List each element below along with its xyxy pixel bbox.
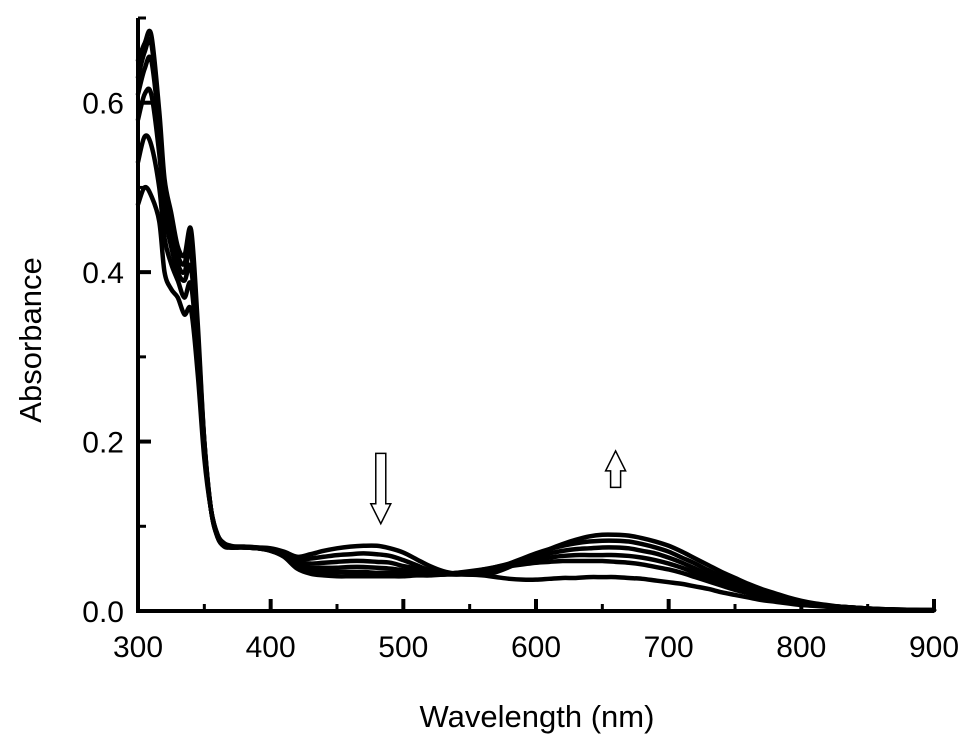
up-arrow-icon bbox=[604, 449, 627, 489]
annotation-layer bbox=[369, 449, 627, 526]
spectrum-line-6 bbox=[135, 28, 937, 613]
ticks-layer: 300 400 500 600 700 800 900 0.0 0.2 0.4 0.6 bbox=[82, 16, 959, 664]
x-tick-label: 900 bbox=[909, 631, 959, 664]
y-tick-label: 0.4 bbox=[82, 257, 124, 290]
down-arrow-icon bbox=[369, 452, 392, 526]
x-axis-title: Wavelength (nm) bbox=[420, 699, 655, 734]
y-tick-label: 0.0 bbox=[82, 596, 124, 629]
x-tick-label: 300 bbox=[113, 631, 163, 664]
x-tick-label: 800 bbox=[776, 631, 826, 664]
x-tick-label: 400 bbox=[246, 631, 296, 664]
spectrum-line-5 bbox=[135, 36, 937, 613]
y-tick-label: 0.6 bbox=[82, 88, 124, 121]
x-tick-label: 700 bbox=[644, 631, 694, 664]
series-layer bbox=[135, 28, 937, 613]
spectrum-line-4 bbox=[135, 54, 937, 613]
x-tick-label: 600 bbox=[511, 631, 561, 664]
y-axis-title: Absorbance bbox=[13, 257, 48, 422]
x-tick-label: 500 bbox=[378, 631, 428, 664]
y-tick-label: 0.2 bbox=[82, 427, 124, 460]
spectrum-line-2 bbox=[135, 133, 937, 613]
axes-layer bbox=[136, 18, 934, 613]
spectrum-line-3 bbox=[135, 86, 937, 613]
